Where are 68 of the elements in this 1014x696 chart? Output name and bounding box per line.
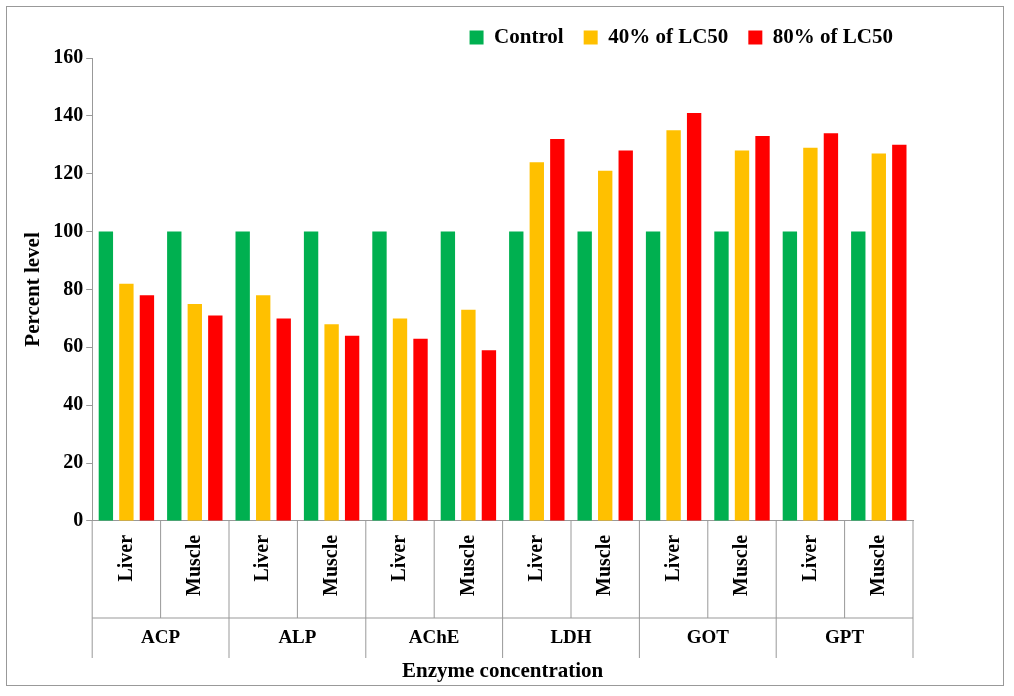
bar: [755, 136, 770, 521]
x-tick-label: Muscle: [729, 534, 752, 596]
y-tick-label: 160: [53, 45, 84, 68]
x-tick-label: Muscle: [455, 534, 478, 596]
bar: [119, 283, 134, 521]
bar: [187, 303, 202, 521]
bar: [550, 139, 565, 521]
bar: [577, 231, 592, 521]
bar: [686, 112, 702, 521]
bar: [782, 231, 798, 521]
x-tick-label: Liver: [113, 534, 136, 582]
x-tick-label: Liver: [797, 534, 820, 582]
bar: [461, 309, 476, 521]
y-tick-label: 120: [53, 160, 84, 183]
y-tick-label: 100: [53, 218, 84, 241]
legend-label: Control: [494, 23, 564, 48]
y-tick-label: 80: [63, 276, 84, 299]
bar: [803, 147, 818, 521]
text: GPT: [825, 625, 865, 647]
bar: [509, 231, 524, 521]
bar: [440, 231, 456, 521]
y-tick-label: 0: [73, 508, 84, 531]
bar: [372, 231, 387, 521]
x-tick-label: Liver: [250, 534, 273, 582]
x-tick-label: Liver: [387, 534, 410, 582]
bar: [167, 231, 182, 521]
bar: [303, 231, 319, 521]
text: ACP: [141, 625, 181, 647]
y-axis-title: Percent level: [20, 232, 45, 347]
legend-label: 40% of LC50: [608, 23, 729, 48]
bar: [529, 162, 544, 521]
x-tick-label: Muscle: [865, 534, 888, 596]
text: GOT: [686, 625, 730, 647]
bar: [98, 231, 114, 521]
bar: [276, 318, 291, 521]
bar: [413, 338, 428, 521]
y-tick-label: 140: [53, 103, 84, 126]
bar: [139, 295, 155, 521]
x-tick-label: Muscle: [318, 534, 341, 596]
bar: [324, 324, 339, 521]
bar: [851, 231, 866, 521]
bar: [618, 150, 633, 521]
text: LDH: [550, 625, 592, 647]
bar: [256, 295, 271, 521]
bar: [645, 231, 661, 521]
text: ALP: [278, 625, 317, 647]
bar: [208, 315, 223, 521]
text: AChE: [408, 625, 460, 647]
y-tick-label: 60: [63, 334, 84, 357]
y-tick-label: 40: [63, 392, 84, 415]
bar: [734, 150, 750, 521]
bar: [392, 318, 408, 521]
bar: [823, 133, 839, 521]
x-axis-title: Enzyme concentration: [401, 658, 604, 683]
bar: [481, 350, 497, 521]
x-tick-label: Liver: [660, 534, 683, 582]
bar: [344, 335, 360, 521]
bar: [235, 231, 250, 521]
bar: [892, 144, 907, 521]
x-tick-label: Muscle: [181, 534, 204, 596]
y-tick-label: 20: [63, 450, 84, 473]
legend-label: 80% of LC50: [772, 23, 894, 48]
bar: [598, 170, 613, 521]
bar: [714, 231, 729, 521]
bar: [666, 130, 681, 521]
x-tick-label: Liver: [523, 534, 546, 582]
x-tick-label: Muscle: [592, 534, 615, 596]
bar: [871, 153, 886, 521]
